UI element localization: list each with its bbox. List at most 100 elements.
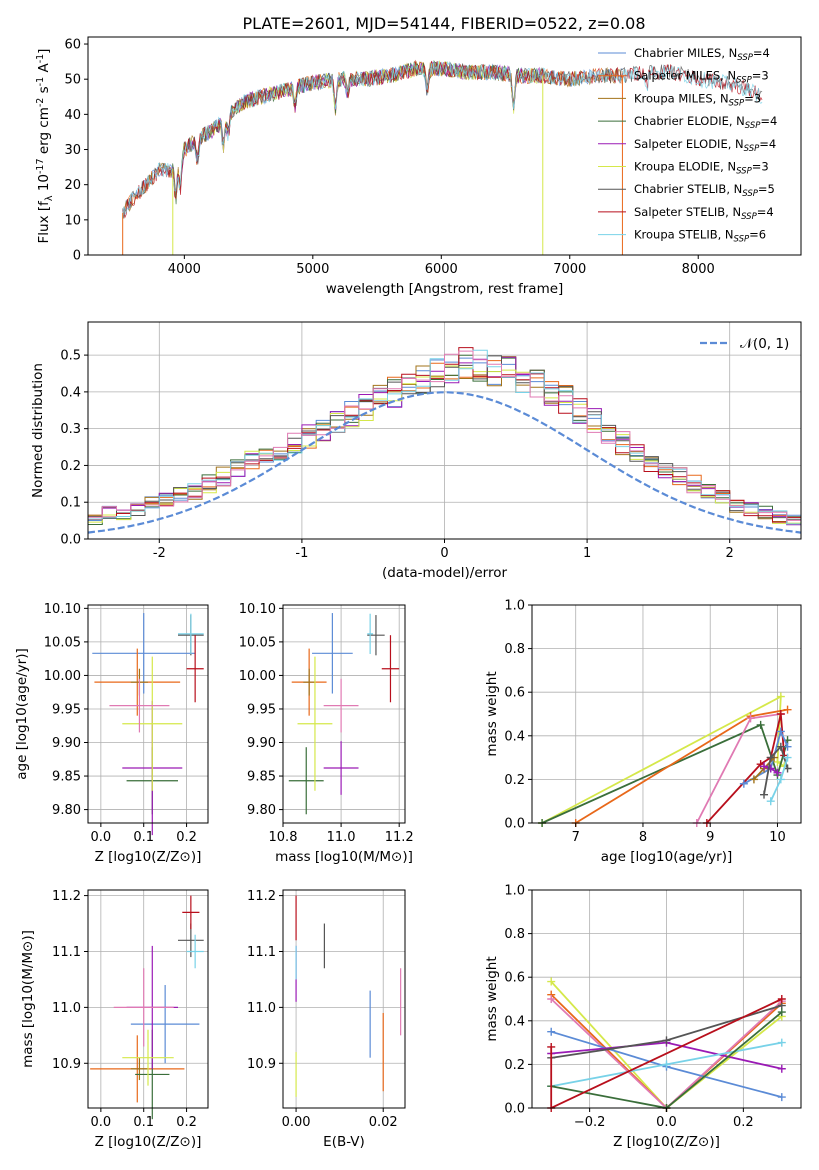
y-tick-label: 50 xyxy=(64,73,81,88)
x-axis-label: Z [log10(Z/Z⊙)] xyxy=(95,1134,202,1150)
y-tick-label: 11.2 xyxy=(247,889,276,904)
y-tick-label: 9.95 xyxy=(247,702,276,717)
gaussian-curve xyxy=(87,391,802,534)
x-tick-label: 0.2 xyxy=(176,1115,197,1130)
legend-count: =4 xyxy=(757,205,774,219)
x-tick-label: 5000 xyxy=(296,262,329,277)
weight-marker xyxy=(783,742,792,751)
x-tick-label: 4000 xyxy=(168,262,201,277)
label-part: Flux [f xyxy=(36,200,52,244)
y-axis-label: mass weight xyxy=(484,956,500,1041)
label-part: mass weight xyxy=(484,956,500,1041)
y-tick-label: 0.2 xyxy=(504,1058,525,1073)
weight-marker xyxy=(760,762,769,771)
weight-marker xyxy=(783,705,792,714)
x-axis-label: (data-model)/error xyxy=(382,565,508,581)
label-part: Normed distribution xyxy=(30,363,46,498)
age_weight-panel: 7 8 9 10 0.0 0.2 0.4 0.6 0.8 1.0 age [log10(age/yr… xyxy=(484,599,802,865)
weight-marker xyxy=(783,753,792,762)
legend-subscript: SSP xyxy=(745,121,761,131)
legend-count: =5 xyxy=(758,182,775,196)
y-tick-label: 11.1 xyxy=(52,945,81,960)
y-tick-label: 9.90 xyxy=(247,736,276,751)
weight-marker xyxy=(776,692,785,701)
weight-marker xyxy=(766,797,775,806)
y-axis-label: mass weight xyxy=(484,671,500,756)
legend-label: Chabrier MILES, NSSP=4 xyxy=(634,46,770,63)
x-tick-label: 0.2 xyxy=(733,1115,754,1130)
label-part: ] xyxy=(36,49,52,54)
x-axis-label: age [log10(age/yr)] xyxy=(601,849,733,865)
weight-marker xyxy=(756,720,765,729)
label-part: wavelength [Angstrom, rest frame] xyxy=(326,281,564,297)
x-tick-label: 7000 xyxy=(553,262,586,277)
axes-frame xyxy=(87,604,209,824)
y-tick-label: 9.85 xyxy=(52,770,81,785)
weight-marker xyxy=(777,1064,786,1073)
y-tick-label: 9.90 xyxy=(52,736,81,751)
spectrum-panel: 4000 5000 6000 7000 8000 0 10 20 30 40 50 60 wavelen… xyxy=(35,36,802,297)
figure-title: PLATE=2601, MJD=54144, FIBERID=0522, z=0… xyxy=(242,14,645,33)
weight-marker xyxy=(773,757,782,766)
label-part: -2 xyxy=(35,98,46,107)
mass_age-panel: 10.8 11.0 11.2 9.80 9.85 9.90 9.95 10.00 10.05 10… xyxy=(239,602,414,865)
weight-marker xyxy=(777,995,786,1003)
axes-frame xyxy=(282,604,406,824)
y-tick-label: 0.4 xyxy=(60,385,81,400)
y-tick-label: 9.85 xyxy=(247,770,276,785)
axes-frame xyxy=(87,36,802,256)
weight-marker xyxy=(773,768,782,777)
spectrum-line xyxy=(122,61,623,219)
label-part: -1 xyxy=(35,54,46,63)
spectrum-line xyxy=(122,60,763,218)
x-tick-label: 11.2 xyxy=(385,830,414,845)
label-part: A xyxy=(36,63,52,77)
y-tick-label: 0.5 xyxy=(60,349,81,364)
histogram-step xyxy=(87,350,802,522)
weight-marker xyxy=(777,1008,786,1017)
label-part: Z [log10(Z/Z⊙)] xyxy=(613,1134,720,1150)
legend-subscript: SSP xyxy=(734,235,750,245)
label-part: age [log10(age/yr)] xyxy=(601,849,733,865)
x-axis-label: Z [log10(Z/Z⊙)] xyxy=(613,1134,720,1150)
EBV_mass-panel: 0.00 0.02 10.9 11.0 11.1 11.2 E(B-V) xyxy=(247,889,406,1150)
axes-frame xyxy=(531,604,802,824)
Z_mass-panel: 0.0 0.1 0.2 10.9 11.0 11.1 11.2 Z [log10(Z/Z⊙)]… xyxy=(20,889,209,1150)
weight-marker xyxy=(776,742,785,751)
x-tick-label: 0.1 xyxy=(133,1115,154,1130)
legend-subscript: SSP xyxy=(741,212,757,222)
legend-label: Kroupa ELODIE, NSSP=3 xyxy=(634,160,769,177)
y-axis-label: mass [log10(M/M⊙)] xyxy=(20,930,36,1068)
label-part: Z [log10(Z/Z⊙)] xyxy=(95,849,202,865)
weight-marker xyxy=(776,775,785,784)
x-tick-label: 0.0 xyxy=(656,1115,677,1130)
legend-subscript: SSP xyxy=(737,53,753,63)
age_weight-plot-area xyxy=(538,692,792,827)
y-tick-label: 0.3 xyxy=(60,422,81,437)
x-tick-label: 9 xyxy=(706,830,714,845)
spectrum-legend: Chabrier MILES, NSSP=4 Salpeter MILES, NS… xyxy=(598,46,777,245)
x-tick-label: -2 xyxy=(153,546,166,561)
legend-subscript: SSP xyxy=(744,144,760,154)
x-tick-label: 0.1 xyxy=(133,830,154,845)
legend-label: Chabrier ELODIE, NSSP=4 xyxy=(634,114,777,131)
weight-marker xyxy=(547,1027,556,1036)
Z_weight-plot-area xyxy=(547,977,786,1112)
x-tick-label: 0.02 xyxy=(369,1115,398,1130)
weight-marker xyxy=(776,727,785,736)
y-tick-label: 0.8 xyxy=(504,927,525,942)
y-tick-label: 20 xyxy=(64,178,81,193)
y-tick-label: 10.10 xyxy=(239,602,276,617)
y-tick-label: 0.4 xyxy=(504,729,525,744)
legend-subscript: SSP xyxy=(742,189,758,199)
weight-marker xyxy=(749,775,758,784)
spectrum-plot-area xyxy=(122,59,763,255)
y-tick-label: 11.1 xyxy=(247,945,276,960)
y-tick-label: 10.10 xyxy=(44,602,81,617)
legend-subscript: SSP xyxy=(729,98,745,108)
label-part: s xyxy=(36,86,52,97)
x-tick-label: 0.0 xyxy=(91,1115,112,1130)
weight-marker xyxy=(746,714,755,723)
y-tick-label: 0.2 xyxy=(60,459,81,474)
